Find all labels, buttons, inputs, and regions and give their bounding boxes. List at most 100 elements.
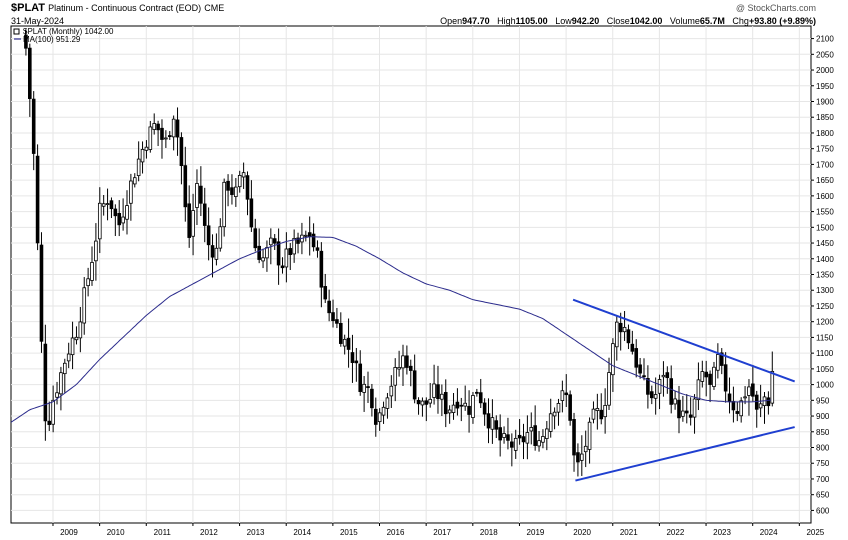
x-tick-label: 2009: [60, 528, 78, 537]
candle-body: [677, 399, 681, 419]
candle-body: [94, 240, 98, 262]
x-tick-label: 2013: [247, 528, 265, 537]
volume-value: 65.7M: [699, 16, 725, 26]
candle-body: [642, 375, 646, 378]
candle-body: [622, 326, 627, 333]
candle-body: [249, 198, 254, 228]
candle-body: [117, 212, 122, 226]
x-axis: 2009 2010 2011 2012 2013 2014 2015 2016 2017 2018…: [52, 523, 825, 537]
y-tick-label: 1950: [816, 82, 834, 91]
low-value: 942.20: [571, 16, 600, 26]
candle-body: [381, 406, 386, 416]
candle-body: [498, 427, 502, 441]
candle-body: [377, 412, 382, 423]
candle-body: [646, 378, 650, 395]
candle-body: [525, 432, 530, 444]
y-axis: 600 650 700 750 800 850 900 950 1000 1050 1100 1150…: [811, 35, 834, 515]
close-label: Close: [606, 16, 630, 26]
candle-body: [754, 394, 759, 410]
candle-body: [653, 394, 658, 399]
candle-body: [105, 203, 110, 205]
candle-body: [385, 397, 390, 409]
candle-body: [230, 187, 234, 195]
candle-body: [688, 414, 693, 418]
candle-body: [288, 248, 293, 256]
candle-body: [533, 425, 537, 446]
candle-body: [572, 419, 576, 456]
candle-body: [599, 409, 604, 420]
candle-body: [568, 394, 572, 421]
candle-body: [373, 408, 378, 425]
candle-body: [704, 371, 708, 378]
candle-body: [269, 237, 273, 246]
open-value: 947.70: [462, 16, 490, 26]
x-tick-label: 2012: [200, 528, 218, 537]
candle-body: [245, 175, 250, 200]
y-tick-label: 1100: [816, 349, 834, 358]
candle-body: [541, 436, 545, 443]
candle-body: [537, 440, 541, 447]
candle-body: [669, 378, 674, 405]
close-value: 1042.00: [629, 16, 663, 26]
y-tick-label: 1600: [816, 192, 834, 201]
candle-body: [101, 203, 106, 207]
candle-body: [191, 210, 195, 237]
trendline: [575, 426, 795, 482]
y-tick-label: 750: [816, 459, 830, 468]
candle-body: [370, 388, 374, 409]
candle-body: [195, 183, 199, 208]
y-tick-label: 1350: [816, 271, 834, 280]
candle-body: [210, 245, 215, 258]
candle-body: [319, 250, 324, 288]
legend: $PLAT (Monthly) 1042.00 MA(100) 951.29: [13, 27, 114, 44]
candle-body: [649, 391, 654, 399]
y-tick-label: 2050: [816, 50, 834, 59]
candle-body: [218, 226, 223, 249]
candle-body: [331, 312, 335, 322]
candle-body: [265, 247, 269, 259]
candle-body: [556, 403, 561, 413]
y-tick-label: 1200: [816, 318, 834, 327]
candle-body: [502, 433, 506, 438]
candle-body: [420, 400, 425, 406]
candle-body: [311, 233, 316, 248]
candle-body: [35, 155, 40, 244]
candle-body: [576, 452, 580, 463]
candle-body: [202, 203, 207, 226]
candle-body: [770, 370, 775, 404]
y-tick-label: 1800: [816, 129, 834, 138]
candle-body: [164, 137, 168, 140]
ohlc-bar: Open947.70 High1105.00 Low942.20 Close10…: [435, 16, 816, 27]
candle-body: [506, 434, 510, 441]
candle-body: [517, 434, 522, 439]
candle-body: [661, 374, 666, 378]
candle-body: [463, 402, 467, 407]
candle-body: [335, 319, 339, 324]
candle-body: [346, 337, 351, 350]
y-tick-label: 2000: [816, 66, 834, 75]
candle-body: [467, 405, 471, 415]
y-tick-label: 700: [816, 475, 830, 484]
candle-body: [78, 321, 83, 339]
candle-body: [475, 391, 479, 394]
candle-body: [74, 336, 79, 341]
candle-body: [723, 364, 728, 392]
y-tick-label: 1750: [816, 145, 834, 154]
candle-body: [494, 420, 499, 430]
candle-body: [751, 383, 755, 397]
candle-body: [529, 427, 534, 432]
candle-body: [28, 47, 32, 99]
candle-body: [614, 321, 619, 348]
candle-body: [113, 208, 118, 217]
candle-body: [412, 370, 417, 400]
x-tick-label: 2011: [154, 528, 172, 537]
candles: [24, 29, 775, 477]
trendlines: [572, 298, 796, 482]
y-tick-label: 1250: [816, 302, 834, 311]
candle-body: [199, 185, 203, 204]
candle-body: [129, 180, 133, 204]
y-tick-label: 1000: [816, 381, 834, 390]
candle-body: [160, 127, 164, 140]
high-value: 1105.00: [515, 16, 548, 26]
candle-body: [657, 379, 662, 394]
